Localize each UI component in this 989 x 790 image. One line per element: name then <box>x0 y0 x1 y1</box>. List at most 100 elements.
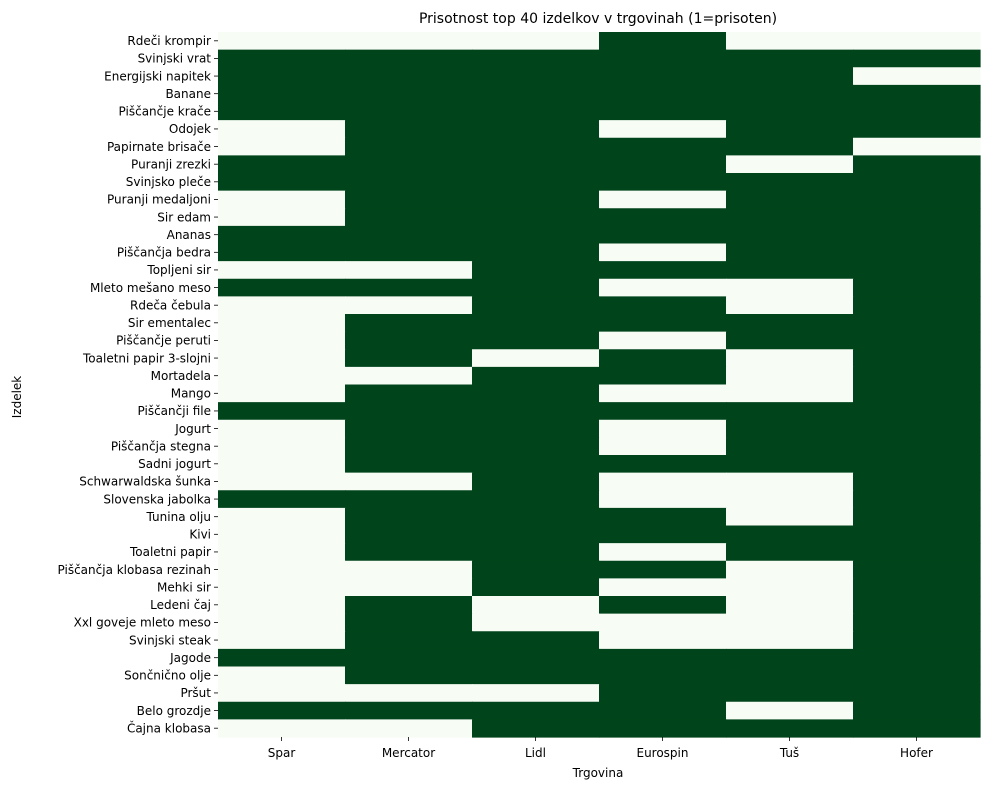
heatmap-cell <box>218 578 346 597</box>
x-tick-label: Hofer <box>900 746 933 760</box>
heatmap-cell <box>345 349 473 368</box>
y-tick-label: Schwarwaldska šunka <box>79 475 211 489</box>
heatmap-cell <box>599 173 727 192</box>
heatmap-cell <box>218 49 346 68</box>
heatmap-cell <box>853 666 981 685</box>
heatmap-cell <box>599 472 727 491</box>
heatmap-cell <box>218 296 346 315</box>
heatmap-cell <box>726 455 854 474</box>
heatmap-cell <box>218 349 346 368</box>
y-tick-label: Papirnate brisače <box>107 140 211 154</box>
heatmap-cell <box>345 472 473 491</box>
heatmap-cell <box>599 67 727 86</box>
heatmap-cell <box>726 349 854 368</box>
heatmap-cell <box>345 419 473 438</box>
heatmap-cell <box>218 490 346 509</box>
heatmap-cell <box>218 261 346 280</box>
heatmap-cell <box>345 402 473 421</box>
y-tick-label: Ledeni čaj <box>150 598 211 612</box>
heatmap-cell <box>853 331 981 350</box>
heatmap-cell <box>218 472 346 491</box>
y-tick-label: Ananas <box>167 228 211 242</box>
heatmap-cell <box>726 543 854 562</box>
heatmap-cell <box>345 701 473 720</box>
y-tick-label: Piščančja bedra <box>117 246 211 260</box>
heatmap-cell <box>345 243 473 262</box>
heatmap-cell <box>345 507 473 527</box>
heatmap-cell <box>345 49 473 68</box>
heatmap-cell <box>472 578 600 597</box>
heatmap-cell <box>345 684 473 703</box>
heatmap-cell <box>599 155 727 174</box>
heatmap-cell <box>599 507 727 527</box>
heatmap-cell <box>345 120 473 139</box>
y-tick-label: Belo grozdje <box>137 704 211 718</box>
heatmap-cell <box>726 613 854 632</box>
heatmap-cell <box>726 684 854 703</box>
heatmap-cell <box>218 384 346 403</box>
heatmap-cell <box>218 331 346 350</box>
heatmap-cell <box>218 225 346 245</box>
heatmap-cell <box>218 366 346 386</box>
heatmap-cell <box>726 67 854 86</box>
heatmap-cell <box>599 490 727 509</box>
heatmap-cell <box>726 331 854 350</box>
y-tick-label: Piščančja klobasa rezinah <box>58 563 211 577</box>
heatmap-cell <box>599 102 727 121</box>
y-tick-label: Piščančja stegna <box>111 439 211 453</box>
heatmap-cell <box>726 314 854 333</box>
y-tick-label: Sončnično olje <box>124 669 211 683</box>
heatmap-cell <box>472 419 600 438</box>
heatmap-cell <box>599 49 727 68</box>
heatmap-cell <box>726 137 854 156</box>
heatmap-cell <box>345 102 473 121</box>
heatmap-cell <box>218 208 346 227</box>
y-tick-label: Mehki sir <box>157 580 211 594</box>
heatmap-cell <box>726 507 854 527</box>
heatmap-cell <box>853 314 981 333</box>
y-tick-label: Banane <box>165 87 211 101</box>
heatmap-cell <box>853 701 981 720</box>
heatmap-cell <box>472 543 600 562</box>
heatmap-cell <box>218 67 346 86</box>
heatmap-cell <box>599 278 727 297</box>
x-tick-label: Eurospin <box>636 746 688 760</box>
heatmap-cell <box>726 155 854 174</box>
heatmap-cell <box>853 596 981 615</box>
heatmap-cell <box>853 67 981 86</box>
heatmap-cell <box>345 314 473 333</box>
heatmap-cell <box>853 490 981 509</box>
heatmap-cell <box>726 490 854 509</box>
heatmap-cell <box>853 525 981 544</box>
heatmap-cell <box>345 190 473 209</box>
y-tick-label: Piščančje peruti <box>116 334 211 348</box>
heatmap-cell <box>599 208 727 227</box>
heatmap-cell <box>599 225 727 245</box>
heatmap-cell <box>853 543 981 562</box>
y-tick-label: Odojek <box>169 122 211 136</box>
heatmap-cell <box>218 543 346 562</box>
heatmap-cell <box>345 719 473 738</box>
y-tick-label: Puranji medaljoni <box>107 193 211 207</box>
heatmap-cell <box>853 84 981 104</box>
heatmap-cell <box>345 560 473 579</box>
heatmap-cell <box>853 455 981 474</box>
heatmap-cell <box>853 437 981 456</box>
heatmap-cell <box>218 596 346 615</box>
heatmap-cell <box>726 366 854 386</box>
heatmap-cell <box>345 490 473 509</box>
heatmap-cell <box>853 419 981 438</box>
heatmap-cell <box>218 243 346 262</box>
heatmap-cell <box>472 472 600 491</box>
y-tick-label: Pršut <box>180 686 211 700</box>
heatmap-cell <box>472 261 600 280</box>
heatmap-cell <box>218 278 346 297</box>
heatmap-cell <box>599 419 727 438</box>
y-tick-label: Jagode <box>169 651 211 665</box>
heatmap-cell <box>726 666 854 685</box>
heatmap-cell <box>726 296 854 315</box>
heatmap-cell <box>472 666 600 685</box>
heatmap-cell <box>218 314 346 333</box>
heatmap-cell <box>726 384 854 403</box>
